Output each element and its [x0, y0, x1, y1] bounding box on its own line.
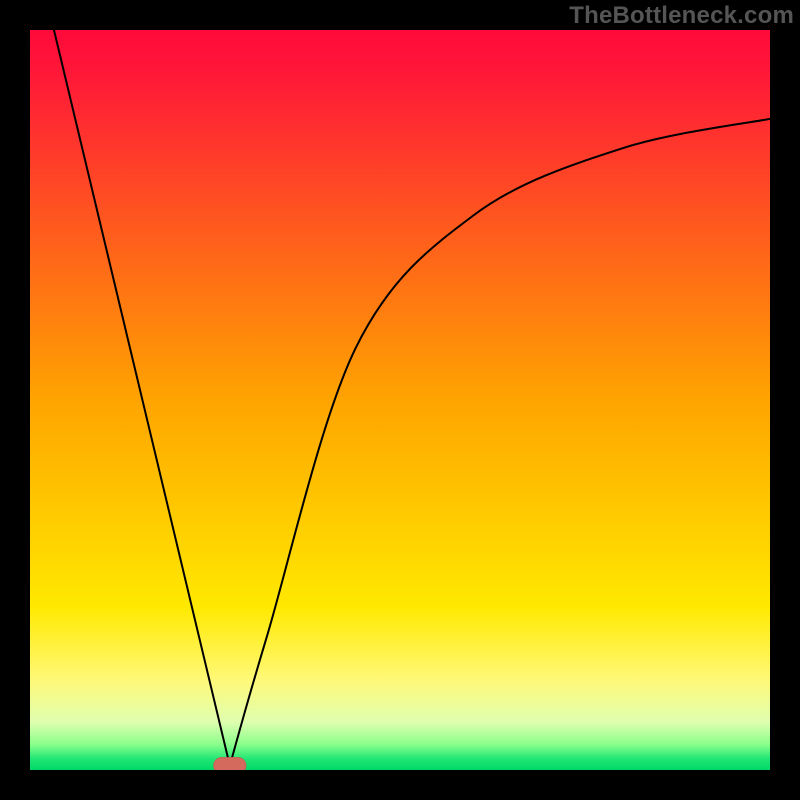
- watermark-text: TheBottleneck.com: [569, 2, 794, 30]
- chart-container: TheBottleneck.com: [0, 0, 800, 800]
- plot-background: [30, 30, 770, 770]
- bottleneck-chart: [0, 0, 800, 800]
